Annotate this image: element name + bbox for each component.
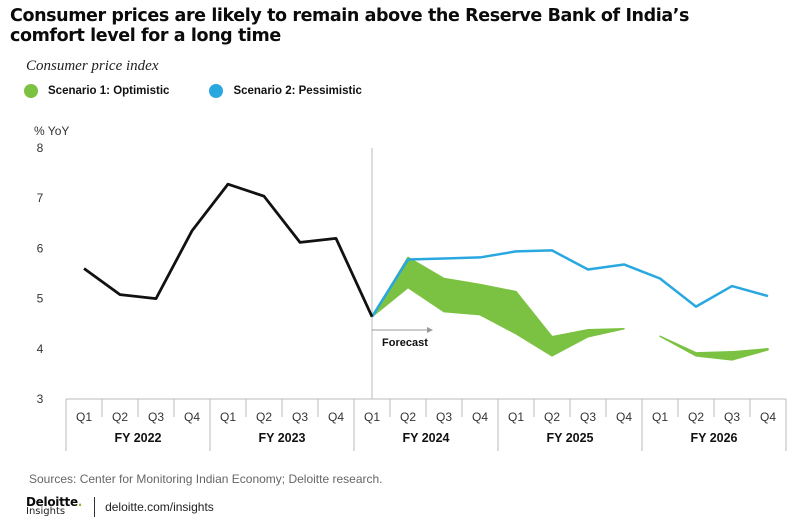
x-tick-label: Q3: [724, 410, 740, 424]
x-tick-label: Q4: [760, 410, 776, 424]
fy-label: FY 2024: [402, 431, 449, 445]
site-link[interactable]: deloitte.com/insights: [105, 500, 214, 514]
chart-title: Consumer prices are likely to remain abo…: [10, 6, 690, 46]
x-tick-label: Q4: [328, 410, 344, 424]
x-tick-label: Q2: [400, 410, 416, 424]
x-tick-label: Q3: [292, 410, 308, 424]
x-tick-label: Q2: [256, 410, 272, 424]
legend-label-pessimistic: Scenario 2: Pessimistic: [233, 85, 362, 97]
y-axis-label: % YoY: [34, 124, 69, 138]
x-tick-label: Q2: [688, 410, 704, 424]
x-tick-label: Q4: [616, 410, 632, 424]
footer-divider: [94, 497, 96, 517]
fy-label: FY 2026: [690, 431, 737, 445]
forecast-arrowhead: [427, 327, 433, 333]
x-tick-label: Q1: [220, 410, 236, 424]
actual-line: [83, 182, 374, 318]
x-tick-label: Q3: [580, 410, 596, 424]
legend: Scenario 1: Optimistic Scenario 2: Pessi…: [24, 84, 362, 98]
y-tick-label: 3: [37, 392, 44, 406]
y-tick-label: 5: [37, 292, 44, 306]
legend-item-pessimistic: Scenario 2: Pessimistic: [209, 84, 362, 98]
chart-subtitle: Consumer price index: [26, 58, 159, 74]
y-tick-label: 8: [37, 141, 44, 155]
y-tick-label: 4: [37, 342, 44, 356]
x-tick-label: Q3: [148, 410, 164, 424]
x-tick-label: Q2: [112, 410, 128, 424]
legend-swatch-pessimistic: [209, 84, 224, 98]
source-note: Sources: Center for Monitoring Indian Ec…: [29, 472, 383, 486]
optimistic-band: [371, 256, 625, 357]
fy-label: FY 2022: [114, 431, 161, 445]
x-tick-label: Q4: [472, 410, 488, 424]
brand-dot: .: [77, 495, 83, 509]
brand-name: Deloitte: [26, 495, 78, 509]
y-tick-label: 6: [37, 241, 44, 255]
x-tick-label: Q4: [184, 410, 200, 424]
footer: Deloitte. Insights deloitte.com/insights: [26, 495, 214, 517]
deloitte-logo: Deloitte. Insights: [26, 495, 83, 517]
optimistic-band: [659, 335, 769, 361]
legend-swatch-optimistic: [24, 84, 38, 98]
brand-sub: Insights: [26, 506, 66, 517]
x-tick-label: Q1: [364, 410, 380, 424]
pessimistic-line: [370, 249, 769, 318]
cpi-line-chart: % YoY 3 4 5 6 7 8 Q1 Q2 Q3 Q4 Q1 Q2 Q3 Q4 Q1 Q2 Q3 Q4 Q1 Q2 Q…: [34, 124, 787, 451]
legend-label-optimistic: Scenario 1: Optimistic: [48, 85, 170, 97]
y-tick-label: 7: [37, 191, 44, 205]
fy-label: FY 2023: [258, 431, 305, 445]
x-tick-label: Q1: [652, 410, 668, 424]
forecast-annotation: Forecast: [382, 337, 428, 349]
fy-label: FY 2025: [546, 431, 593, 445]
x-tick-label: Q1: [76, 410, 92, 424]
x-tick-label: Q3: [436, 410, 452, 424]
x-tick-label: Q1: [508, 410, 524, 424]
x-tick-label: Q2: [544, 410, 560, 424]
legend-item-optimistic: Scenario 1: Optimistic: [24, 84, 169, 98]
